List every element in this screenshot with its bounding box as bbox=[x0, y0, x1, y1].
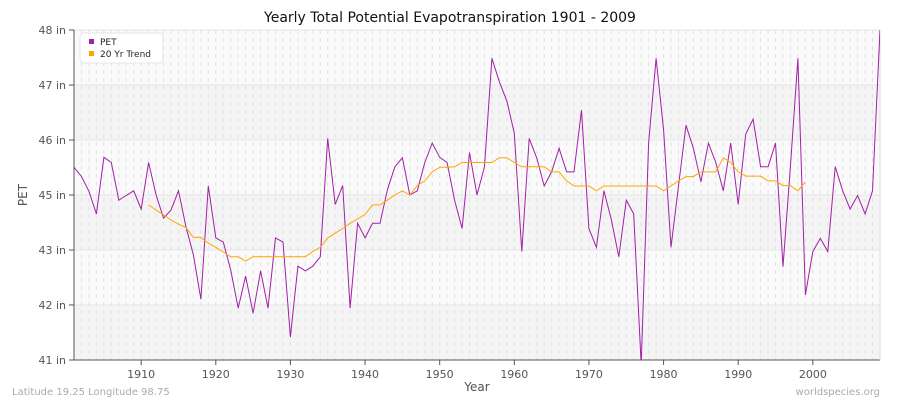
y-tick-label: 43 in bbox=[38, 244, 66, 257]
x-tick-label: 1970 bbox=[575, 368, 603, 381]
x-tick-label: 1950 bbox=[426, 368, 454, 381]
x-tick-label: 1990 bbox=[724, 368, 752, 381]
legend-swatch-pet bbox=[89, 39, 94, 44]
legend: PET 20 Yr Trend bbox=[79, 32, 164, 64]
y-tick-label: 42 in bbox=[38, 299, 66, 312]
x-axis-ticks: 1910 1920 1930 1940 1950 1960 1970 1980 1990 2000 bbox=[127, 360, 827, 381]
legend-box bbox=[79, 32, 164, 64]
x-tick-label: 1940 bbox=[351, 368, 379, 381]
x-tick-label: 1920 bbox=[202, 368, 230, 381]
y-tick-label: 47 in bbox=[38, 79, 66, 92]
x-tick-label: 2000 bbox=[799, 368, 827, 381]
y-axis-label: PET bbox=[16, 183, 30, 206]
legend-label-trend: 20 Yr Trend bbox=[100, 50, 151, 60]
x-tick-label: 1960 bbox=[500, 368, 528, 381]
x-axis-label: Year bbox=[463, 380, 489, 394]
y-tick-label: 45 in bbox=[38, 189, 66, 202]
trend-series-line bbox=[148, 157, 806, 262]
legend-swatch-trend bbox=[89, 51, 94, 56]
x-tick-label: 1930 bbox=[276, 368, 304, 381]
x-tick-label: 1980 bbox=[650, 368, 678, 381]
footer-location: Latitude 19.25 Longitude 98.75 bbox=[12, 387, 170, 398]
x-tick-label: 1910 bbox=[127, 368, 155, 381]
series-lines bbox=[74, 30, 880, 360]
footer-source: worldspecies.org bbox=[796, 387, 880, 398]
grid-lines bbox=[73, 29, 881, 361]
y-axis-ticks: 48 in 47 in 46 in 45 in 43 in 42 in 41 in bbox=[38, 24, 74, 367]
y-tick-label: 46 in bbox=[38, 134, 66, 147]
y-tick-label: 48 in bbox=[38, 24, 66, 37]
y-tick-label: 41 in bbox=[38, 354, 66, 367]
chart-title: Yearly Total Potential Evapotranspiratio… bbox=[263, 10, 636, 26]
pet-series-line bbox=[74, 30, 880, 360]
legend-label-pet: PET bbox=[100, 38, 117, 48]
